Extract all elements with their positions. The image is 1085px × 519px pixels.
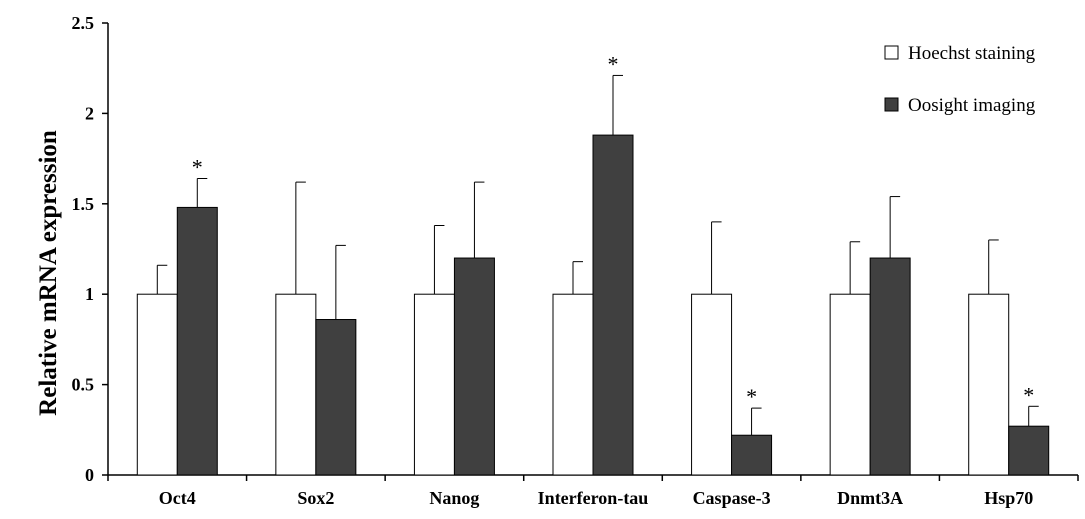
x-tick-label: Interferon-tau (538, 488, 649, 508)
legend-label-oosight: Oosight imaging (908, 95, 1036, 116)
bar-caspase-3-hoechst (691, 293, 733, 476)
significance-star: * (608, 51, 619, 76)
bar-oct4-oosight (176, 206, 218, 476)
y-axis-label: Relative mRNA expression (35, 130, 62, 416)
x-tick-label: Nanog (429, 488, 479, 508)
significance-star: * (1023, 382, 1034, 407)
bar-dnmt3a-hoechst (829, 293, 871, 476)
y-tick-label: 2 (85, 103, 94, 123)
bar-interferon-tau-oosight (592, 134, 634, 476)
bar-sox2-oosight (315, 319, 357, 476)
y-tick-label: 1.5 (72, 194, 95, 214)
x-tick-label: Caspase-3 (693, 488, 771, 508)
x-tick-label: Sox2 (297, 488, 334, 508)
bar-nanog-oosight (453, 257, 495, 476)
bar-interferon-tau-hoechst (552, 293, 594, 476)
category-labels: Oct4 Sox2 Nanog Interferon-tau Caspase-3 Dnmt… (159, 488, 1033, 508)
significance-markers: * * * * (192, 51, 1034, 409)
bar-nanog-hoechst (413, 293, 455, 476)
bar-hsp70-hoechst (968, 293, 1010, 476)
x-tick-label: Dnmt3A (837, 488, 903, 508)
x-tick-label: Hsp70 (984, 488, 1033, 508)
axes: 0 0.5 1 1.5 2 2.5 (72, 13, 1079, 485)
significance-star: * (192, 154, 203, 179)
y-tick-label: 1 (85, 284, 94, 304)
legend-swatch-hoechst (884, 45, 899, 60)
bar-caspase-3-oosight (731, 434, 773, 476)
y-tick-label: 2.5 (72, 13, 95, 33)
y-tick-label: 0.5 (72, 375, 95, 395)
bar-dnmt3a-oosight (869, 257, 911, 476)
bar-sox2-hoechst (275, 293, 317, 476)
x-tick-label: Oct4 (159, 488, 196, 508)
y-tick-label: 0 (85, 465, 94, 485)
bar-hsp70-oosight (1008, 425, 1050, 476)
bar-oct4-hoechst (136, 293, 178, 476)
bars (136, 134, 1050, 476)
legend: Hoechst staining Oosight imaging (884, 43, 1036, 116)
error-bars (156, 74, 1039, 436)
legend-swatch-oosight (884, 97, 899, 112)
legend-label-hoechst: Hoechst staining (908, 43, 1036, 64)
significance-star: * (746, 384, 757, 409)
